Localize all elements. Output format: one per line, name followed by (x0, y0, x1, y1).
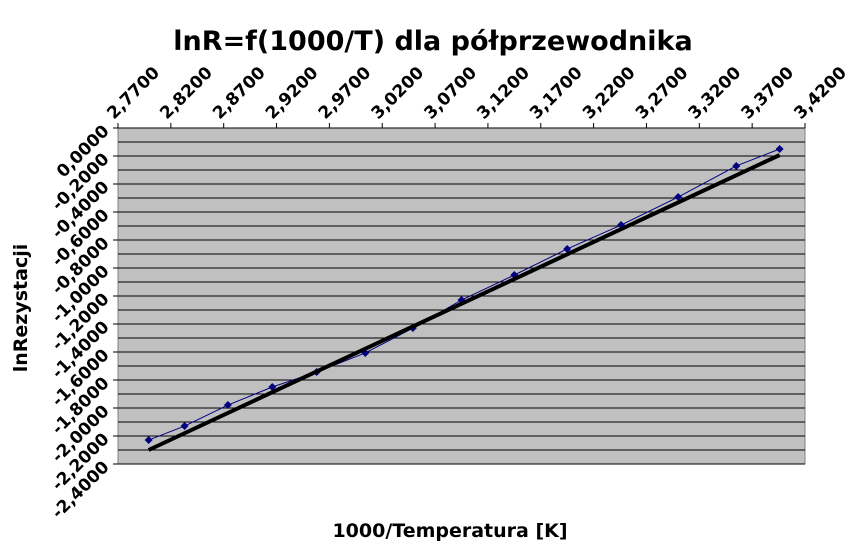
x-tick-label: 2,9700 (315, 63, 376, 124)
data-point (223, 401, 232, 410)
x-tick-label: 3,2700 (632, 63, 693, 124)
x-tick-label: 2,8700 (209, 63, 270, 124)
x-tick-label: 3,0200 (368, 63, 429, 124)
data-point (775, 145, 784, 153)
x-tick-label: 3,2200 (579, 63, 640, 124)
chart-title: lnR=f(1000/T) dla półprzewodnika (173, 26, 692, 57)
data-point (268, 383, 277, 391)
data-point (563, 244, 572, 253)
y-axis-label: lnRezystacji (10, 244, 32, 373)
x-tick-label: 3,4200 (790, 63, 851, 124)
data-point (144, 436, 153, 445)
data-point (732, 161, 741, 170)
x-tick-label: 3,1700 (526, 63, 587, 124)
x-tick-label: 3,0700 (420, 63, 481, 124)
x-tick-label: 2,8200 (156, 63, 217, 124)
trend-line (147, 153, 781, 452)
x-tick-label: 3,3700 (738, 63, 799, 124)
x-tick-label: 2,9200 (262, 63, 323, 124)
data-point (674, 193, 683, 202)
data-point (180, 422, 189, 431)
x-tick-label: 3,1200 (473, 63, 534, 124)
x-tick-label: 2,7700 (103, 63, 164, 124)
x-axis-label: 1000/Temperatura [K] (332, 520, 567, 542)
x-tick-label: 3,3200 (685, 63, 746, 124)
